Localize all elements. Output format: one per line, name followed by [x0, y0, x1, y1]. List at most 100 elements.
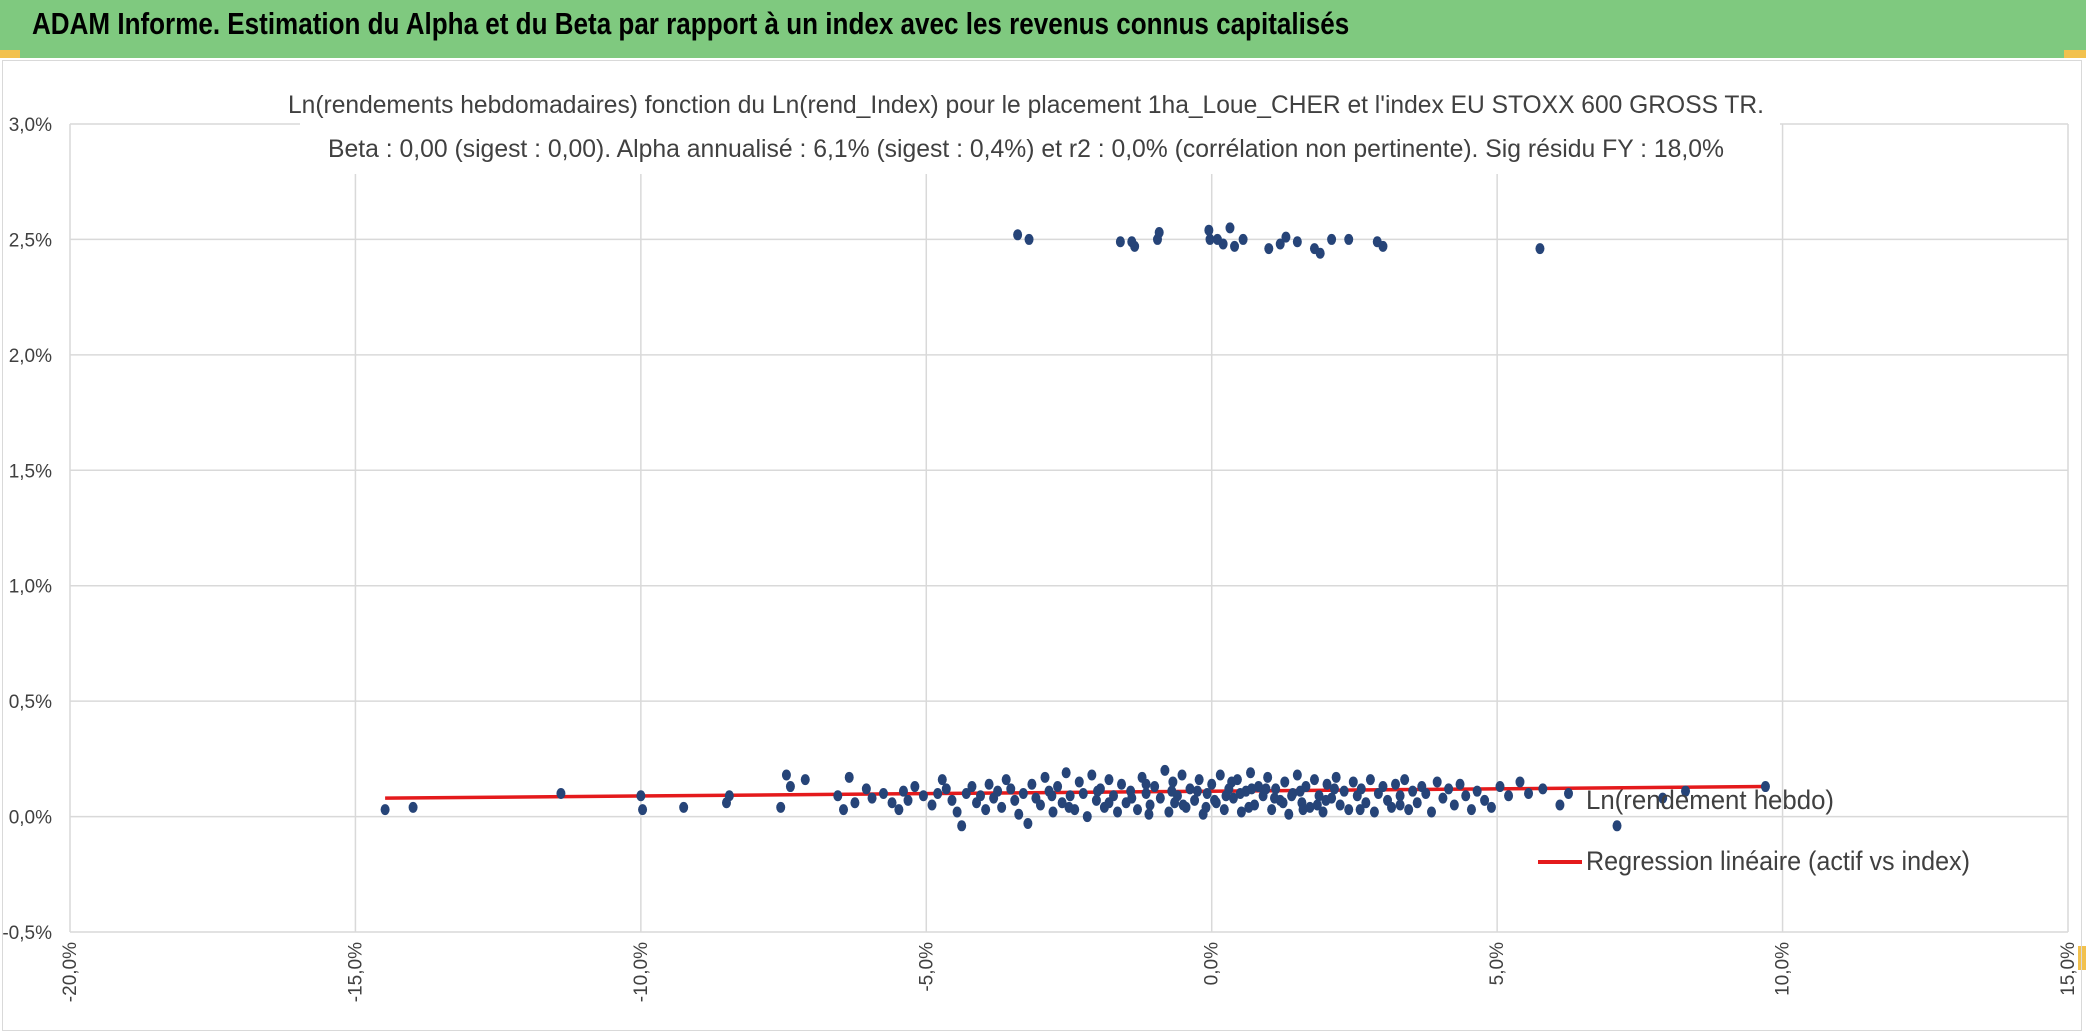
data-points [380, 222, 1770, 832]
data-point [1023, 817, 1033, 829]
data-point [1057, 797, 1067, 809]
data-point [1378, 781, 1388, 793]
data-point [878, 787, 888, 799]
data-point [894, 804, 904, 816]
data-point [1244, 801, 1254, 813]
data-point [1261, 783, 1271, 795]
data-point [918, 790, 928, 802]
data-point [1298, 804, 1308, 816]
data-point [1087, 769, 1097, 781]
data-point [1348, 776, 1358, 788]
x-tick-label: -5,0% [916, 942, 937, 992]
data-point [1455, 778, 1465, 790]
data-point [947, 794, 957, 806]
report-title: ADAM Informe. Estimation du Alpha et du … [32, 6, 1350, 41]
data-point [1472, 785, 1482, 797]
data-point [1155, 792, 1165, 804]
x-axis-ticks: -20,0% -15,0% -10,0% -5,0% 0,0% 5,0% 10,0% 15,0… [60, 942, 2079, 1002]
frame-corner-bottom-right [2078, 946, 2086, 970]
data-point [1201, 801, 1211, 813]
x-tick-label: -15,0% [345, 942, 366, 1002]
y-tick-label: -0,5% [2, 923, 52, 944]
data-point [1010, 794, 1020, 806]
data-point [408, 801, 418, 813]
data-point [1235, 787, 1245, 799]
data-point [1391, 778, 1401, 790]
data-point [1314, 790, 1324, 802]
x-tick-label: 0,0% [1202, 942, 1223, 985]
data-point [1150, 781, 1160, 793]
data-point [1178, 799, 1188, 811]
data-point [1238, 233, 1248, 245]
data-point [1141, 787, 1151, 799]
data-point [844, 771, 854, 783]
y-tick-label: 1,5% [9, 461, 52, 482]
data-point [785, 781, 795, 793]
data-point [1612, 820, 1622, 832]
data-point [1538, 783, 1548, 795]
data-point [1130, 240, 1140, 252]
data-point [1207, 778, 1217, 790]
data-point [1227, 776, 1237, 788]
y-tick-label: 0,5% [9, 692, 52, 713]
chart-frame [2, 60, 2082, 1031]
data-point [1658, 792, 1668, 804]
legend: Ln(rendement hebdo) Regression linéaire … [1538, 785, 1970, 876]
x-tick-label: 5,0% [1487, 942, 1508, 985]
data-point [1278, 797, 1288, 809]
data-point [1254, 781, 1264, 793]
data-point [967, 781, 977, 793]
data-point [1295, 785, 1305, 797]
x-tick-label: 10,0% [1773, 942, 1794, 996]
data-point [1280, 776, 1290, 788]
data-point [1426, 806, 1436, 818]
data-point [910, 781, 920, 793]
data-point [961, 787, 971, 799]
title-backdrop [300, 84, 1780, 174]
data-point [1387, 801, 1397, 813]
data-point [1400, 774, 1410, 786]
data-point [1344, 233, 1354, 245]
data-point [1355, 804, 1365, 816]
data-point [1322, 778, 1332, 790]
chart-title: Ln(rendements hebdomadaires) fonction du… [288, 91, 1764, 119]
data-point [1215, 769, 1225, 781]
data-point [1104, 774, 1114, 786]
data-point [1117, 778, 1127, 790]
data-point [1192, 785, 1202, 797]
data-point [933, 787, 943, 799]
data-point [1281, 231, 1291, 243]
data-point [1438, 792, 1448, 804]
data-point [1024, 233, 1034, 245]
data-point [1040, 771, 1050, 783]
data-point [1145, 799, 1155, 811]
data-point [1221, 790, 1231, 802]
data-point [1170, 797, 1180, 809]
data-point [1133, 804, 1143, 816]
data-point [776, 801, 786, 813]
data-point [1555, 799, 1565, 811]
data-point [1444, 783, 1454, 795]
data-point [976, 790, 986, 802]
data-point [1335, 799, 1345, 811]
data-point [1292, 236, 1302, 248]
data-point [1312, 799, 1322, 811]
data-point [1194, 774, 1204, 786]
banner-corner-left [0, 50, 20, 58]
data-point [1486, 801, 1496, 813]
data-point [1185, 783, 1195, 795]
data-point [1018, 787, 1028, 799]
data-point [1061, 767, 1071, 779]
data-point [1327, 233, 1337, 245]
data-point [997, 801, 1007, 813]
data-point [957, 820, 967, 832]
data-point [1267, 804, 1277, 816]
data-point [1001, 774, 1011, 786]
data-point [1014, 808, 1024, 820]
y-tick-label: 2,0% [9, 346, 52, 367]
data-point [867, 792, 877, 804]
data-point [1318, 806, 1328, 818]
data-point [636, 790, 646, 802]
data-point [1160, 764, 1170, 776]
data-point [1167, 785, 1177, 797]
